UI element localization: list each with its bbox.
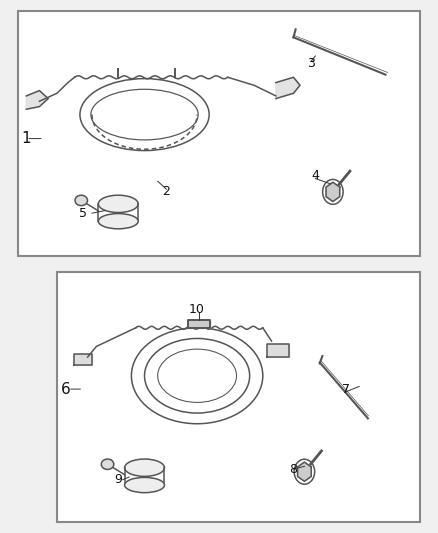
Ellipse shape bbox=[98, 195, 138, 213]
Polygon shape bbox=[188, 320, 210, 328]
Text: 2: 2 bbox=[162, 185, 170, 198]
Ellipse shape bbox=[125, 459, 165, 477]
Text: 1: 1 bbox=[21, 131, 31, 146]
Polygon shape bbox=[326, 182, 340, 201]
Bar bbox=[57, 272, 420, 522]
Text: 10: 10 bbox=[189, 303, 205, 316]
Ellipse shape bbox=[75, 195, 88, 206]
Text: 9: 9 bbox=[114, 473, 122, 486]
Text: 3: 3 bbox=[307, 58, 315, 70]
Text: 4: 4 bbox=[311, 169, 319, 182]
Text: 7: 7 bbox=[342, 383, 350, 395]
Polygon shape bbox=[74, 354, 92, 365]
Ellipse shape bbox=[98, 214, 138, 229]
Polygon shape bbox=[26, 91, 48, 109]
Bar bbox=[18, 11, 420, 256]
Ellipse shape bbox=[125, 478, 165, 492]
Text: 6: 6 bbox=[61, 382, 71, 397]
Ellipse shape bbox=[101, 459, 114, 470]
Polygon shape bbox=[267, 344, 289, 357]
Text: 8: 8 bbox=[290, 463, 297, 475]
Polygon shape bbox=[297, 462, 311, 481]
Polygon shape bbox=[276, 77, 300, 99]
Text: 5: 5 bbox=[79, 207, 87, 220]
